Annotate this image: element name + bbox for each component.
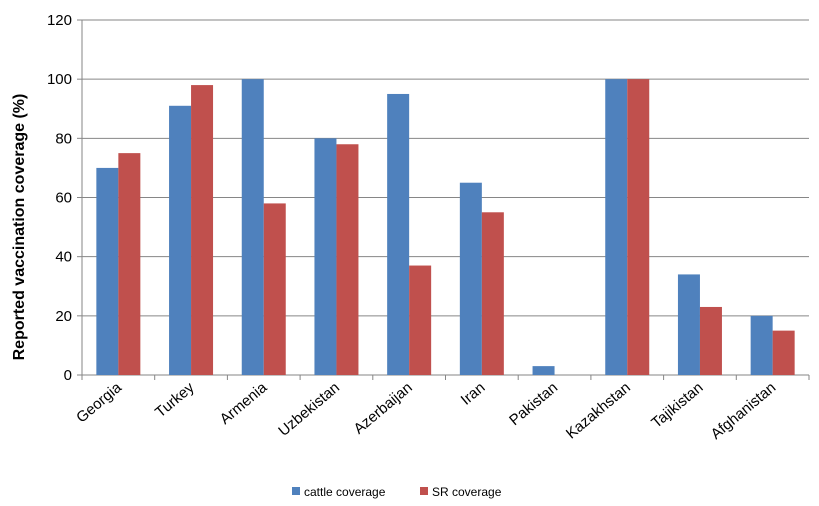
x-tick-label: Armenia (217, 379, 271, 428)
y-tick-label: 40 (55, 249, 72, 266)
bar-sr-afghanistan (772, 330, 795, 375)
y-tick-label: 20 (55, 308, 72, 325)
bar-cattle-georgia (96, 167, 119, 375)
x-tick-label: Tajikistan (648, 379, 706, 432)
bar-cattle-iran (459, 182, 482, 375)
x-tick-label: Iran (458, 379, 489, 409)
x-tick-label: Uzbekistan (275, 379, 343, 440)
y-tick-label: 80 (55, 130, 72, 147)
bar-cattle-azerbaijan (387, 93, 410, 375)
legend-swatch (292, 487, 300, 495)
x-tick-label: Afghanistan (708, 379, 780, 443)
y-tick-label: 60 (55, 190, 72, 207)
bar-cattle-pakistan (532, 366, 555, 375)
bar-sr-tajikistan (699, 306, 722, 375)
bar-sr-georgia (118, 153, 141, 375)
x-tick-label: Kazakhstan (563, 379, 634, 442)
x-tick-label: Azerbaijan (350, 379, 415, 438)
bar-cattle-armenia (241, 79, 264, 376)
bar-cattle-tajikistan (677, 274, 700, 375)
x-tick-label: Turkey (152, 379, 198, 421)
legend-label: cattle coverage (304, 485, 386, 499)
legend: cattle coverage SR coverage (292, 485, 502, 499)
y-tick-labels: 0 20 40 60 80 100 120 (47, 12, 72, 384)
y-axis-label: Reported vaccination coverage (%) (11, 94, 28, 361)
bar-sr-uzbekistan (336, 144, 359, 375)
y-tick-label: 120 (47, 12, 72, 29)
y-tick-label: 0 (64, 367, 72, 384)
bar-cattle-kazakhstan (605, 79, 628, 376)
bar-sr-iran (481, 212, 504, 375)
legend-swatch (420, 487, 428, 495)
bar-sr-azerbaijan (409, 265, 432, 375)
x-tick-label: Georgia (73, 379, 125, 427)
bar-sr-turkey (191, 85, 214, 375)
x-tick-label: Pakistan (506, 379, 561, 429)
legend-label: SR coverage (432, 485, 502, 499)
y-tick-label: 100 (47, 71, 72, 88)
bar-cattle-turkey (169, 105, 192, 376)
x-tick-labels: Georgia Turkey Armenia Uzbekistan Azerbaijan… (73, 379, 779, 443)
bar-sr-armenia (263, 203, 286, 375)
bar-sr-kazakhstan (627, 79, 650, 376)
bar-cattle-uzbekistan (314, 138, 337, 375)
bars (96, 79, 795, 376)
bar-cattle-afghanistan (750, 315, 773, 375)
